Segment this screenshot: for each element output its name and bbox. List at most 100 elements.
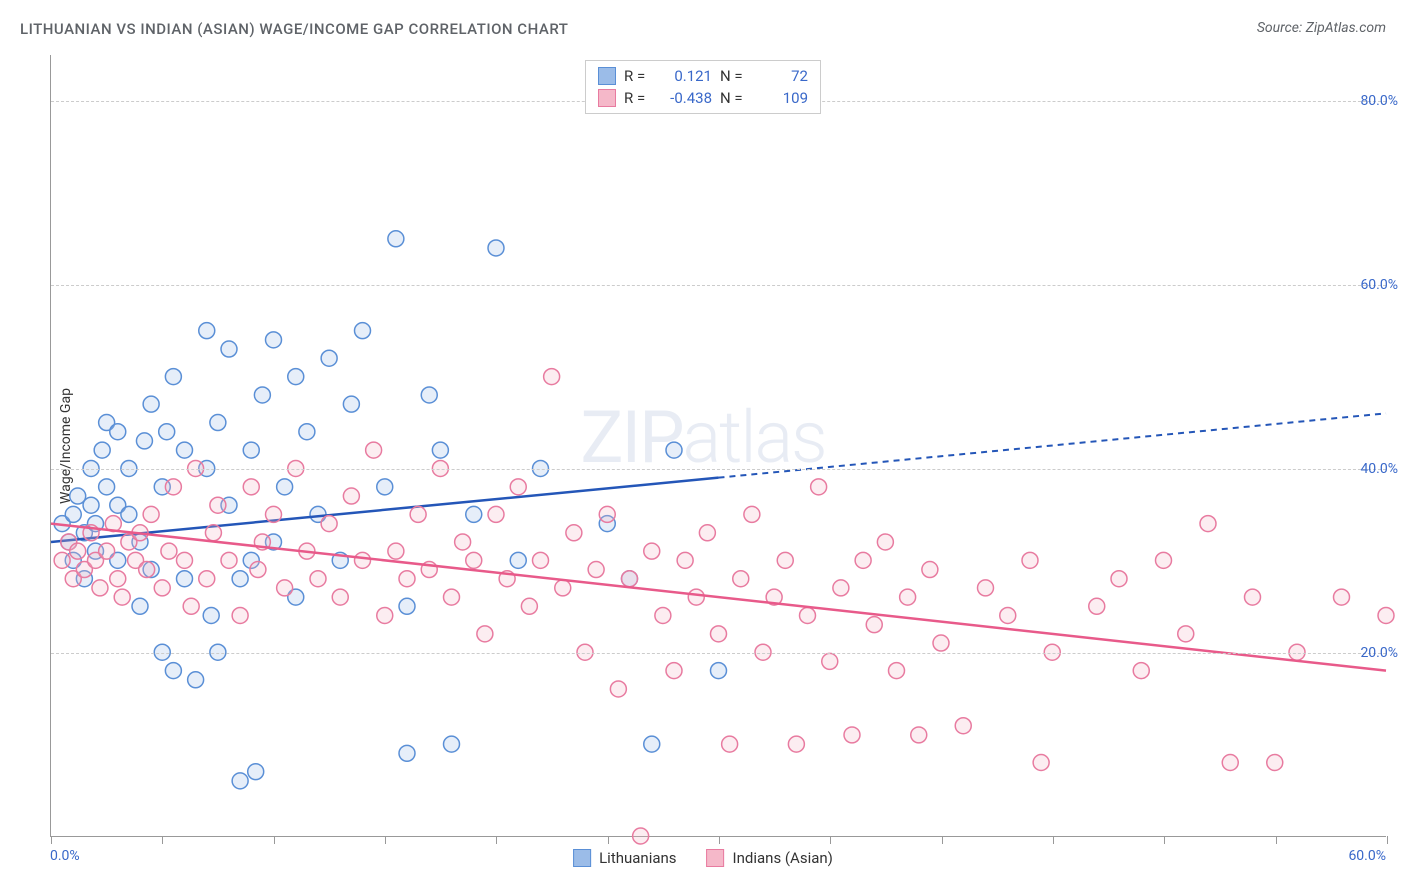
y-tick-label: 60.0% <box>1360 277 1398 293</box>
legend-item: Lithuanians <box>573 849 676 867</box>
data-point <box>299 424 315 440</box>
data-point <box>510 479 526 495</box>
data-point <box>266 332 282 348</box>
data-point <box>70 543 86 559</box>
source-label: Source: <box>1257 20 1302 36</box>
legend-r-label: R = <box>624 89 654 107</box>
x-tick <box>608 836 609 844</box>
data-point <box>978 580 994 596</box>
data-point <box>800 607 816 623</box>
data-point <box>266 506 282 522</box>
data-point <box>933 635 949 651</box>
data-point <box>254 387 270 403</box>
data-point <box>722 736 738 752</box>
legend-item: Indians (Asian) <box>707 849 833 867</box>
data-point <box>332 589 348 605</box>
data-point <box>1000 607 1016 623</box>
x-tick-max: 60.0% <box>1348 848 1386 864</box>
gridline <box>51 653 1386 654</box>
data-point <box>92 580 108 596</box>
data-point <box>822 653 838 669</box>
x-tick-min: 0.0% <box>50 848 80 864</box>
legend-r-value: -0.438 <box>662 89 712 107</box>
x-tick <box>1164 836 1165 844</box>
data-point <box>733 571 749 587</box>
data-point <box>165 369 181 385</box>
data-point <box>655 607 671 623</box>
x-tick <box>1276 836 1277 844</box>
data-point <box>455 534 471 550</box>
data-point <box>250 562 266 578</box>
data-point <box>432 442 448 458</box>
data-point <box>911 727 927 743</box>
y-tick-label: 80.0% <box>1360 93 1398 109</box>
data-point <box>466 506 482 522</box>
data-point <box>188 672 204 688</box>
data-point <box>183 598 199 614</box>
data-point <box>588 562 604 578</box>
data-point <box>533 552 549 568</box>
data-point <box>121 506 137 522</box>
data-point <box>310 571 326 587</box>
data-point <box>143 506 159 522</box>
data-point <box>177 571 193 587</box>
data-point <box>210 415 226 431</box>
data-point <box>65 506 81 522</box>
data-point <box>833 580 849 596</box>
data-point <box>159 424 175 440</box>
data-point <box>777 552 793 568</box>
data-point <box>544 369 560 385</box>
data-point <box>221 341 237 357</box>
x-tick <box>496 836 497 844</box>
data-point <box>622 571 638 587</box>
data-point <box>114 589 130 605</box>
correlation-legend: R =0.121N =72R =-0.438N =109 <box>585 60 821 114</box>
data-point <box>699 525 715 541</box>
data-point <box>232 773 248 789</box>
data-point <box>1200 516 1216 532</box>
data-point <box>277 580 293 596</box>
trend-line <box>51 524 1386 671</box>
x-tick <box>942 836 943 844</box>
legend-row: R =-0.438N =109 <box>598 87 808 109</box>
data-point <box>1033 755 1049 771</box>
data-point <box>644 543 660 559</box>
data-point <box>666 442 682 458</box>
data-point <box>321 350 337 366</box>
data-point <box>1089 598 1105 614</box>
data-point <box>922 562 938 578</box>
data-point <box>221 552 237 568</box>
data-point <box>1245 589 1261 605</box>
legend-swatch <box>598 67 616 85</box>
data-point <box>889 663 905 679</box>
data-point <box>388 543 404 559</box>
data-point <box>1133 663 1149 679</box>
data-point <box>521 598 537 614</box>
data-point <box>444 736 460 752</box>
legend-swatch <box>598 89 616 107</box>
data-point <box>877 534 893 550</box>
data-point <box>388 231 404 247</box>
data-point <box>110 571 126 587</box>
data-point <box>399 571 415 587</box>
x-tick <box>1387 836 1388 844</box>
data-point <box>566 525 582 541</box>
data-point <box>83 497 99 513</box>
data-point <box>855 552 871 568</box>
data-point <box>355 552 371 568</box>
gridline <box>51 285 1386 286</box>
data-point <box>165 479 181 495</box>
data-point <box>1022 552 1038 568</box>
data-point <box>677 552 693 568</box>
data-point <box>1222 755 1238 771</box>
scatter-plot-svg <box>51 55 1386 836</box>
data-point <box>99 543 115 559</box>
source-value: ZipAtlas.com <box>1306 20 1386 36</box>
data-point <box>343 396 359 412</box>
data-point <box>466 552 482 568</box>
source-attribution: Source: ZipAtlas.com <box>1257 20 1386 36</box>
legend-label: Lithuanians <box>599 849 676 867</box>
data-point <box>177 442 193 458</box>
data-point <box>711 663 727 679</box>
data-point <box>711 626 727 642</box>
